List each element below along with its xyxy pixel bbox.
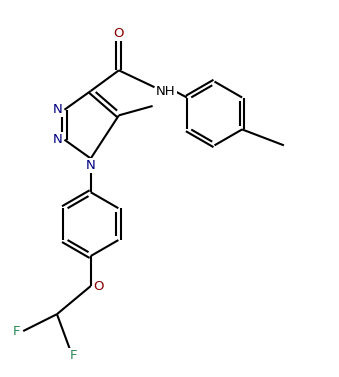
Text: N: N <box>53 133 63 146</box>
Text: F: F <box>69 349 77 362</box>
Text: F: F <box>13 325 20 337</box>
Text: O: O <box>114 27 124 40</box>
Text: NH: NH <box>156 85 176 98</box>
Text: N: N <box>86 159 96 172</box>
Text: N: N <box>53 103 63 116</box>
Text: O: O <box>94 279 104 293</box>
